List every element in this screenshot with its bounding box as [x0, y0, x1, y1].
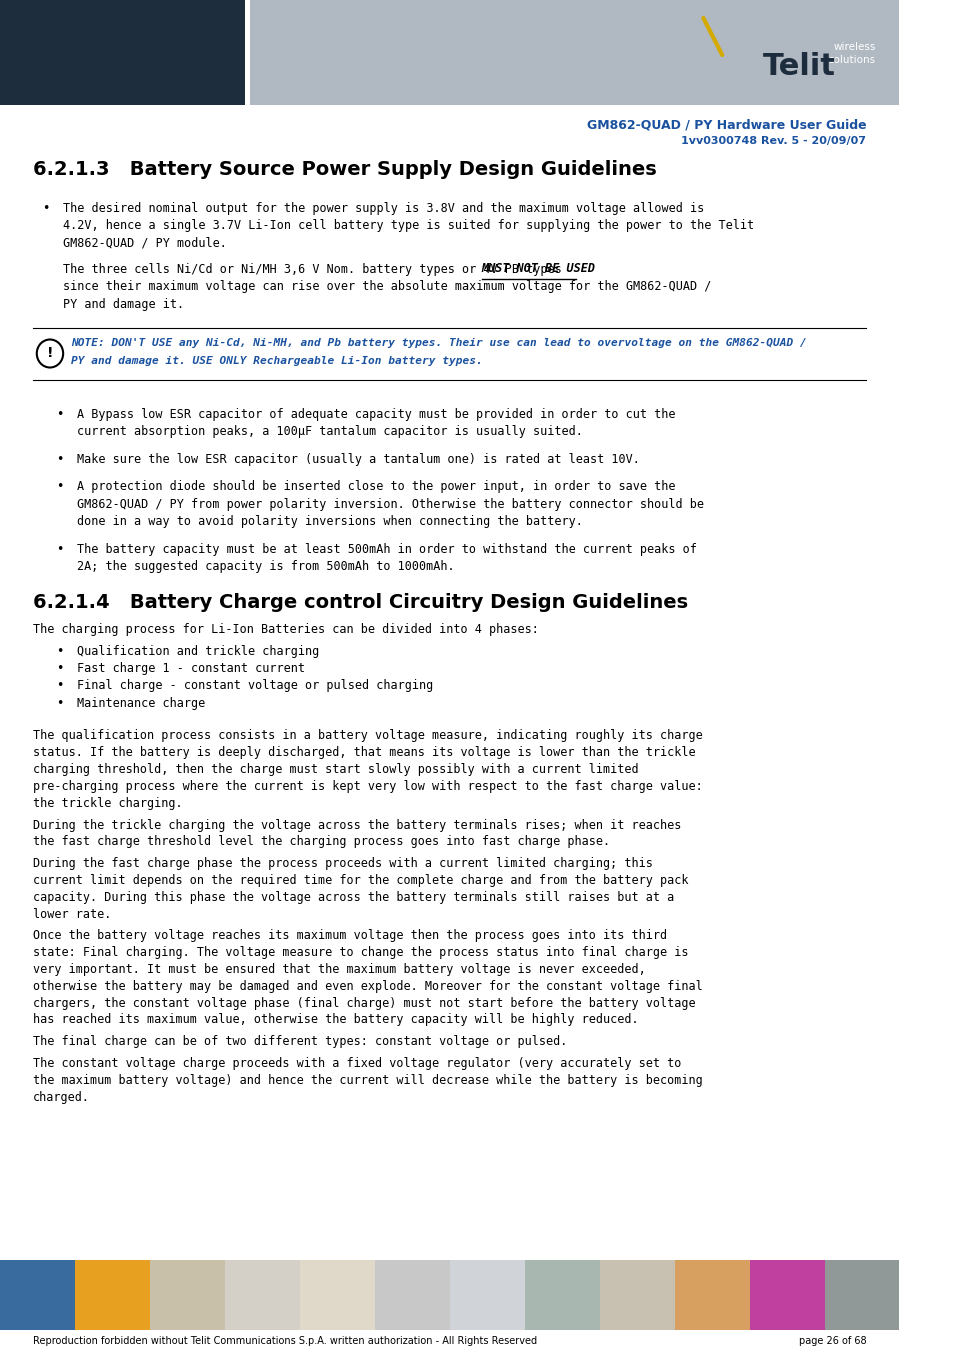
Text: GM862-QUAD / PY Hardware User Guide: GM862-QUAD / PY Hardware User Guide	[586, 117, 865, 131]
Bar	[599, 1260, 674, 1330]
Text: A Bypass low ESR capacitor of adequate capacity must be provided in order to cut: A Bypass low ESR capacitor of adequate c…	[77, 408, 675, 420]
Text: MUST NOT BE USED: MUST NOT BE USED	[481, 262, 595, 275]
Text: The final charge can be of two different types: constant voltage or pulsed.: The final charge can be of two different…	[33, 1035, 567, 1048]
Text: the maximum battery voltage) and hence the current will decrease while the batte: the maximum battery voltage) and hence t…	[33, 1073, 702, 1087]
Text: •: •	[56, 408, 64, 420]
Text: •: •	[56, 644, 64, 657]
Bar	[524, 1260, 599, 1330]
Text: the fast charge threshold level the charging process goes into fast charge phase: the fast charge threshold level the char…	[33, 836, 610, 848]
Text: During the fast charge phase the process proceeds with a current limited chargin: During the fast charge phase the process…	[33, 857, 652, 871]
Text: current limit depends on the required time for the complete charge and from the : current limit depends on the required ti…	[33, 873, 688, 887]
Text: done in a way to avoid polarity inversions when connecting the battery.: done in a way to avoid polarity inversio…	[77, 514, 582, 528]
Bar	[299, 1260, 375, 1330]
Text: 6.2.1.4   Battery Charge control Circuitry Design Guidelines: 6.2.1.4 Battery Charge control Circuitry…	[33, 593, 687, 612]
Text: •: •	[42, 202, 50, 215]
Bar	[449, 1260, 524, 1330]
Text: otherwise the battery may be damaged and even explode. Moreover for the constant: otherwise the battery may be damaged and…	[33, 980, 702, 992]
Text: The constant voltage charge proceeds with a fixed voltage regulator (very accura: The constant voltage charge proceeds wit…	[33, 1057, 680, 1071]
Bar	[0, 1260, 75, 1330]
Bar	[225, 1260, 299, 1330]
Text: 1vv0300748 Rev. 5 - 20/09/07: 1vv0300748 Rev. 5 - 20/09/07	[680, 136, 865, 146]
Text: GM862-QUAD / PY module.: GM862-QUAD / PY module.	[63, 238, 227, 250]
Text: 4.2V, hence a single 3.7V Li-Ion cell battery type is suited for supplying the p: 4.2V, hence a single 3.7V Li-Ion cell ba…	[63, 220, 754, 232]
Bar	[250, 0, 899, 105]
Bar	[674, 1260, 749, 1330]
Text: The battery capacity must be at least 500mAh in order to withstand the current p: The battery capacity must be at least 50…	[77, 543, 697, 555]
Text: charged.: charged.	[33, 1091, 90, 1103]
Text: A protection diode should be inserted close to the power input, in order to save: A protection diode should be inserted cl…	[77, 481, 675, 493]
Text: The qualification process consists in a battery voltage measure, indicating roug: The qualification process consists in a …	[33, 729, 702, 742]
Text: •: •	[56, 697, 64, 710]
Text: The three cells Ni/Cd or Ni/MH 3,6 V Nom. battery types or 4V PB types: The three cells Ni/Cd or Ni/MH 3,6 V Nom…	[63, 262, 568, 275]
Text: •: •	[56, 679, 64, 693]
Text: !: !	[47, 346, 53, 359]
Text: GM862-QUAD / PY from power polarity inversion. Otherwise the battery connector s: GM862-QUAD / PY from power polarity inve…	[77, 498, 703, 510]
Text: Final charge - constant voltage or pulsed charging: Final charge - constant voltage or pulse…	[77, 679, 433, 693]
Text: status. If the battery is deeply discharged, that means its voltage is lower tha: status. If the battery is deeply dischar…	[33, 747, 695, 759]
Text: •: •	[56, 662, 64, 675]
Text: •: •	[56, 543, 64, 555]
Bar	[0, 0, 245, 105]
Text: Make sure the low ESR capacitor (usually a tantalum one) is rated at least 10V.: Make sure the low ESR capacitor (usually…	[77, 452, 639, 466]
Bar	[75, 1260, 150, 1330]
Text: Once the battery voltage reaches its maximum voltage then the process goes into : Once the battery voltage reaches its max…	[33, 929, 666, 942]
Text: since their maximum voltage can rise over the absolute maximum voltage for the G: since their maximum voltage can rise ove…	[63, 279, 711, 293]
Bar	[150, 1260, 225, 1330]
Text: 6.2.1.3   Battery Source Power Supply Design Guidelines: 6.2.1.3 Battery Source Power Supply Desi…	[33, 161, 656, 180]
Text: •: •	[56, 452, 64, 466]
Bar	[749, 1260, 823, 1330]
Text: Fast charge 1 - constant current: Fast charge 1 - constant current	[77, 662, 305, 675]
Text: capacity. During this phase the voltage across the battery terminals still raise: capacity. During this phase the voltage …	[33, 891, 674, 903]
Text: NOTE: DON'T USE any Ni-Cd, Ni-MH, and Pb battery types. Their use can lead to ov: NOTE: DON'T USE any Ni-Cd, Ni-MH, and Pb…	[71, 338, 805, 347]
Bar	[823, 1260, 899, 1330]
Text: During the trickle charging the voltage across the battery terminals rises; when: During the trickle charging the voltage …	[33, 818, 680, 832]
Text: chargers, the constant voltage phase (final charge) must not start before the ba: chargers, the constant voltage phase (fi…	[33, 996, 695, 1010]
Text: very important. It must be ensured that the maximum battery voltage is never exc: very important. It must be ensured that …	[33, 963, 645, 976]
Bar	[245, 0, 250, 105]
Text: The desired nominal output for the power supply is 3.8V and the maximum voltage : The desired nominal output for the power…	[63, 202, 703, 215]
Text: Reproduction forbidden without Telit Communications S.p.A. written authorization: Reproduction forbidden without Telit Com…	[33, 1336, 537, 1346]
Text: The charging process for Li-Ion Batteries can be divided into 4 phases:: The charging process for Li-Ion Batterie…	[33, 622, 538, 636]
Text: current absorption peaks, a 100μF tantalum capacitor is usually suited.: current absorption peaks, a 100μF tantal…	[77, 425, 582, 437]
Text: PY and damage it. USE ONLY Rechargeable Li-Ion battery types.: PY and damage it. USE ONLY Rechargeable …	[71, 355, 482, 366]
Text: PY and damage it.: PY and damage it.	[63, 297, 184, 310]
Text: Qualification and trickle charging: Qualification and trickle charging	[77, 644, 319, 657]
Text: •: •	[56, 481, 64, 493]
Text: state: Final charging. The voltage measure to change the process status into fin: state: Final charging. The voltage measu…	[33, 946, 688, 958]
Text: Telit: Telit	[762, 53, 835, 81]
Text: charging threshold, then the charge must start slowly possibly with a current li: charging threshold, then the charge must…	[33, 763, 638, 776]
Bar	[375, 1260, 449, 1330]
Text: has reached its maximum value, otherwise the battery capacity will be highly red: has reached its maximum value, otherwise…	[33, 1014, 638, 1026]
Text: lower rate.: lower rate.	[33, 907, 112, 921]
Text: wireless
solutions: wireless solutions	[828, 42, 875, 65]
Text: Maintenance charge: Maintenance charge	[77, 697, 205, 710]
Text: page 26 of 68: page 26 of 68	[798, 1336, 865, 1346]
Text: the trickle charging.: the trickle charging.	[33, 796, 182, 810]
Text: 2A; the suggested capacity is from 500mAh to 1000mAh.: 2A; the suggested capacity is from 500mA…	[77, 560, 455, 572]
Text: pre-charging process where the current is kept very low with respect to the fast: pre-charging process where the current i…	[33, 780, 702, 792]
